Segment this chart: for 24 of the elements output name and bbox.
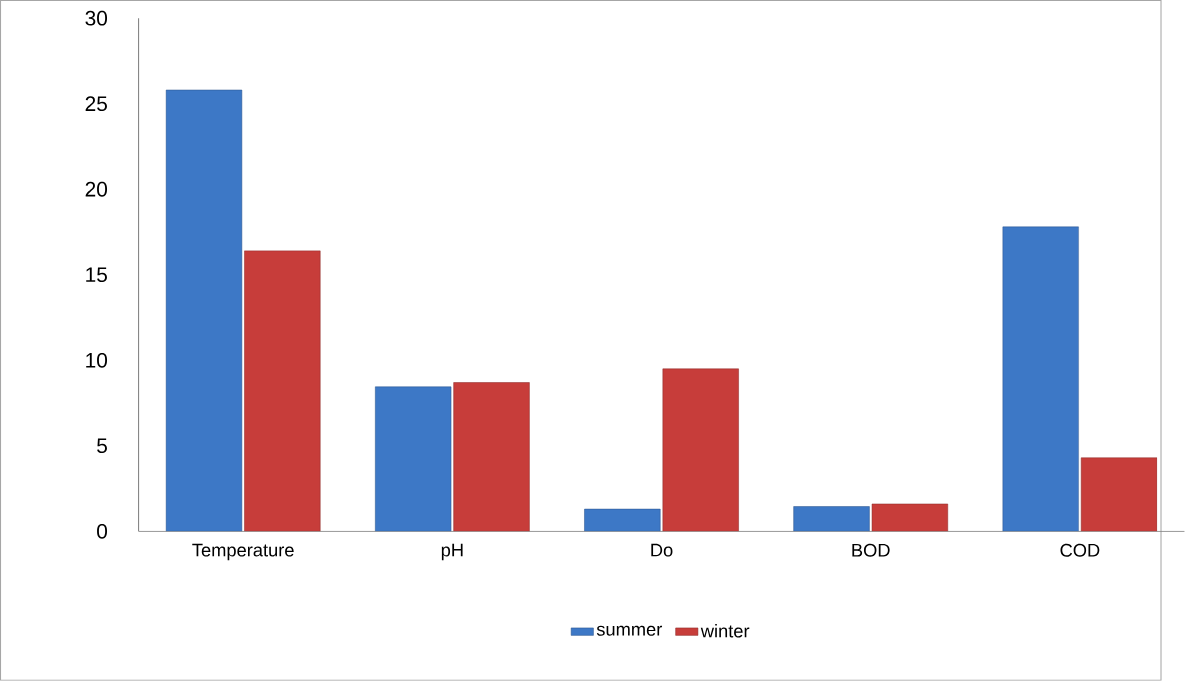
x-tick-label: Temperature — [192, 543, 294, 561]
y-tick-label: 10 — [86, 353, 108, 368]
y-tick-label: 25 — [85, 96, 107, 112]
bar — [244, 250, 321, 532]
bar — [1002, 226, 1079, 532]
bar — [584, 509, 661, 532]
x-tick-label: Do — [651, 543, 673, 557]
legend-label: summer — [596, 625, 663, 636]
bar — [662, 368, 739, 532]
y-tick-label: 20 — [85, 182, 108, 197]
x-tick-label: COD — [1060, 543, 1100, 557]
x-tick-label: BOD — [852, 543, 890, 557]
bar — [793, 506, 870, 532]
y-tick-label: 0 — [97, 524, 108, 539]
bar — [375, 386, 452, 532]
x-tick-label: pH — [441, 543, 463, 561]
bar — [871, 503, 949, 532]
y-tick-label: 15 — [86, 267, 107, 283]
bar — [453, 382, 530, 532]
bar — [165, 89, 243, 532]
bar — [1080, 457, 1158, 532]
legend-label: winter — [700, 624, 750, 638]
y-tick-label: 30 — [85, 10, 108, 26]
y-tick-label: 5 — [97, 438, 107, 454]
